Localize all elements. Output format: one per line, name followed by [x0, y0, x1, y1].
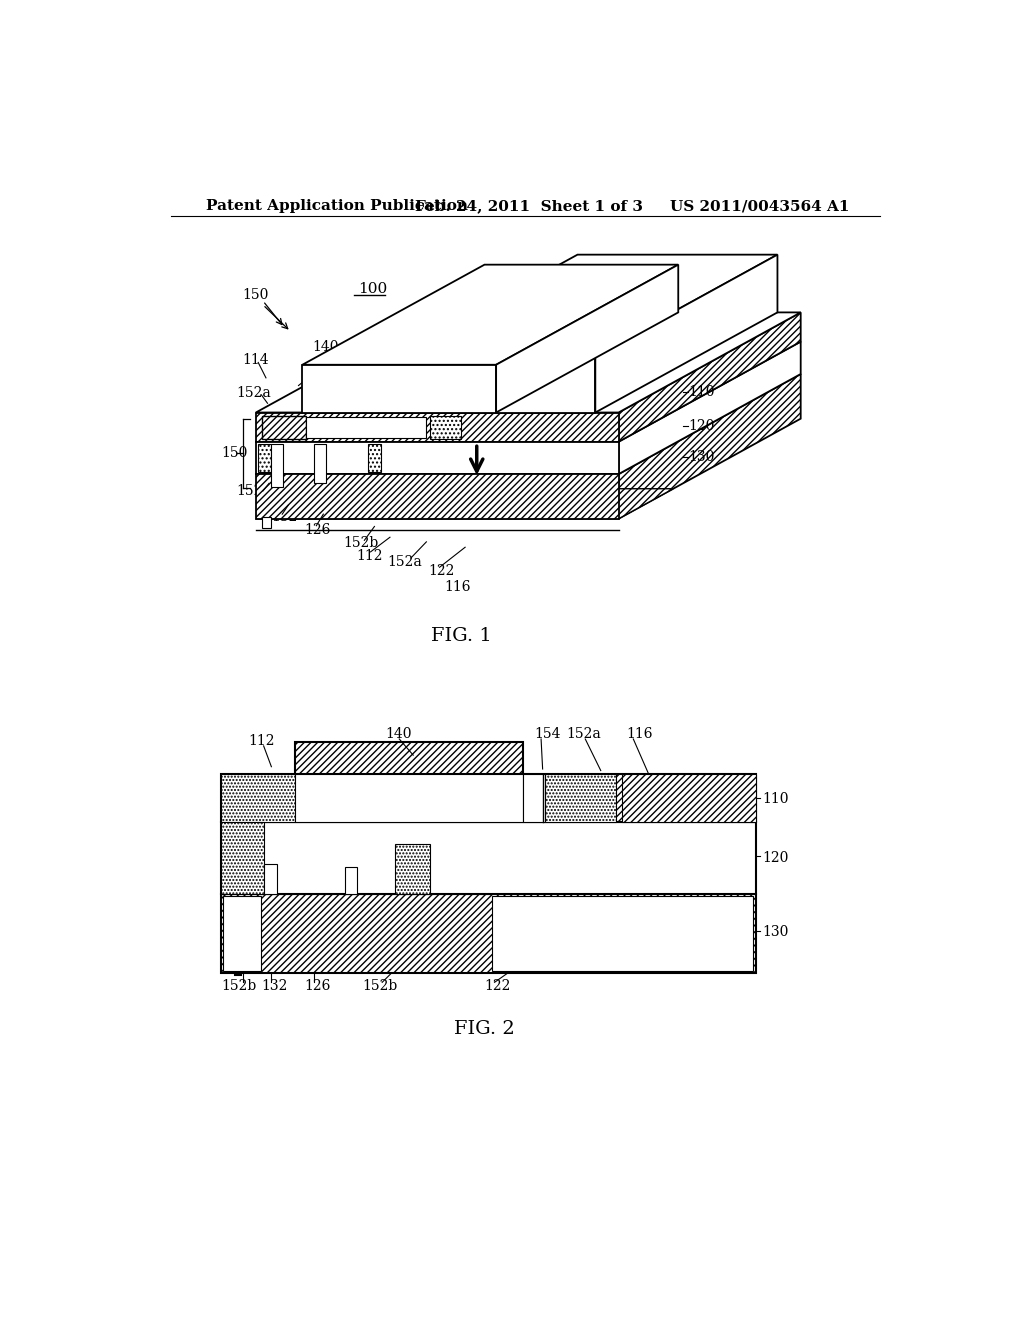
Bar: [295, 775, 523, 822]
Bar: [221, 775, 756, 822]
Text: 152a: 152a: [237, 387, 271, 400]
Polygon shape: [618, 374, 801, 519]
Text: 122: 122: [484, 979, 511, 993]
Text: 154: 154: [535, 727, 560, 742]
Polygon shape: [271, 444, 283, 487]
Bar: [295, 742, 523, 775]
Bar: [345, 867, 356, 894]
Text: 112: 112: [248, 734, 274, 748]
Text: 150: 150: [221, 446, 248, 459]
Bar: [545, 775, 616, 822]
Text: 132: 132: [261, 979, 288, 993]
Polygon shape: [618, 342, 801, 474]
Text: 116: 116: [627, 727, 653, 742]
Text: 126: 126: [305, 523, 331, 536]
Bar: [223, 896, 261, 970]
Text: 120: 120: [688, 420, 715, 433]
Polygon shape: [302, 264, 678, 364]
Polygon shape: [262, 416, 306, 440]
Polygon shape: [595, 255, 777, 412]
Polygon shape: [256, 442, 618, 474]
Text: 130: 130: [688, 450, 715, 465]
Bar: [221, 775, 295, 822]
Text: 110: 110: [688, 384, 715, 399]
Text: 152b: 152b: [362, 979, 397, 993]
Text: 100: 100: [358, 282, 387, 296]
Polygon shape: [258, 444, 271, 471]
Polygon shape: [256, 313, 801, 412]
Text: 126: 126: [305, 979, 331, 993]
Polygon shape: [256, 412, 618, 442]
Bar: [523, 775, 545, 822]
Polygon shape: [262, 517, 271, 528]
Text: US 2011/0043564 A1: US 2011/0043564 A1: [671, 199, 850, 213]
Polygon shape: [302, 364, 496, 412]
Text: 132: 132: [271, 511, 298, 524]
Bar: [623, 775, 756, 822]
Bar: [395, 843, 430, 894]
Polygon shape: [314, 444, 326, 483]
Bar: [221, 822, 756, 894]
Text: 112: 112: [356, 549, 383, 562]
Text: Patent Application Publication: Patent Application Publication: [206, 199, 468, 213]
Polygon shape: [395, 355, 595, 412]
Text: 120: 120: [762, 850, 788, 865]
Polygon shape: [618, 313, 801, 442]
Text: Feb. 24, 2011  Sheet 1 of 3: Feb. 24, 2011 Sheet 1 of 3: [415, 199, 643, 213]
Text: 152b: 152b: [237, 484, 271, 498]
Bar: [221, 894, 756, 973]
Text: FIG. 1: FIG. 1: [431, 627, 492, 644]
Polygon shape: [395, 255, 777, 355]
Polygon shape: [306, 417, 426, 438]
Text: 140: 140: [541, 292, 567, 305]
Text: 116: 116: [444, 579, 471, 594]
Text: 150: 150: [243, 289, 269, 302]
Text: 122: 122: [429, 564, 455, 578]
Text: 152b: 152b: [343, 536, 379, 550]
Text: 140: 140: [312, 341, 339, 354]
Text: 152a: 152a: [388, 554, 422, 569]
Text: 110: 110: [762, 792, 788, 807]
Text: 140: 140: [385, 727, 412, 742]
Text: FIG. 2: FIG. 2: [454, 1019, 515, 1038]
Polygon shape: [496, 264, 678, 412]
Text: 114: 114: [243, 354, 269, 367]
Bar: [221, 822, 263, 894]
Bar: [263, 865, 276, 894]
Polygon shape: [430, 416, 461, 440]
Text: 130: 130: [762, 925, 788, 940]
Bar: [493, 896, 754, 970]
Polygon shape: [369, 444, 381, 471]
Text: 152b: 152b: [221, 979, 256, 993]
Polygon shape: [256, 474, 618, 519]
Polygon shape: [256, 488, 673, 519]
Text: 152a: 152a: [566, 727, 601, 742]
